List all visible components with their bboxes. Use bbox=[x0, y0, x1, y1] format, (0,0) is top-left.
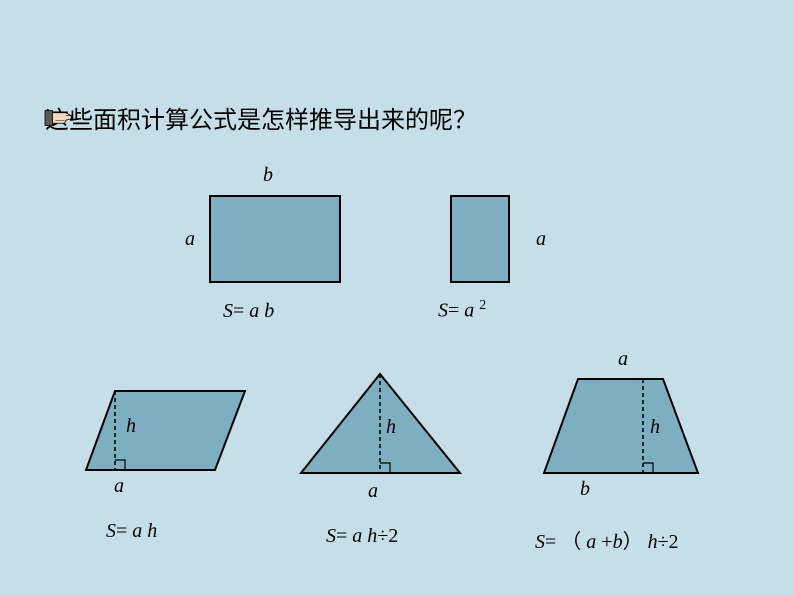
parallelogram-label-a: a bbox=[114, 475, 124, 498]
square-formula: S= a 2 bbox=[438, 298, 486, 323]
trapezoid-formula: S= （ a +b） h÷2 bbox=[535, 525, 679, 554]
trapezoid-label-h: h bbox=[650, 416, 660, 439]
trapezoid-label-b: b bbox=[580, 478, 590, 501]
header: 这些面积计算公式是怎样推导出来的呢？ bbox=[45, 100, 477, 135]
rectangle-label-b: b bbox=[263, 164, 273, 187]
rectangle-formula: S= a b bbox=[223, 300, 274, 323]
square-label-a: a bbox=[536, 228, 546, 251]
parallelogram-label-h: h bbox=[126, 415, 136, 438]
triangle-label-a: a bbox=[368, 480, 378, 503]
pointing-hand-icon bbox=[45, 106, 75, 130]
parallelogram-formula: S= a h bbox=[106, 520, 157, 543]
rectangle-label-a: a bbox=[185, 228, 195, 251]
trapezoid-label-a: a bbox=[618, 348, 628, 371]
triangle-label-h: h bbox=[386, 416, 396, 439]
rectangle-shape bbox=[209, 195, 341, 283]
trapezoid-shape bbox=[543, 378, 703, 478]
square-shape bbox=[450, 195, 510, 283]
parallelogram-shape bbox=[85, 390, 250, 475]
title-text: 这些面积计算公式是怎样推导出来的呢？ bbox=[45, 100, 477, 135]
triangle-formula: S= a h÷2 bbox=[326, 525, 398, 548]
triangle-shape bbox=[300, 373, 465, 478]
